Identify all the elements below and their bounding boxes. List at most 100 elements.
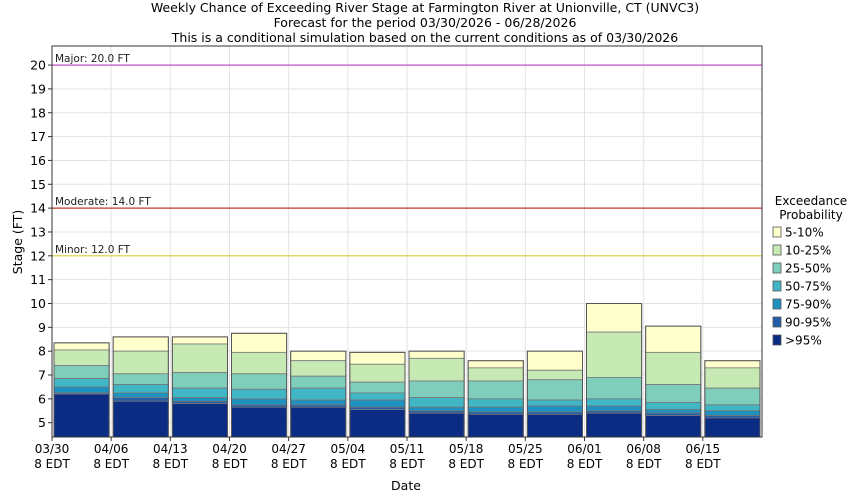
bar-segment (171, 387, 228, 399)
bar-segment (349, 409, 406, 438)
legend-label: 75-90% (785, 298, 831, 312)
bar-segment (467, 360, 524, 369)
bar-segment (586, 303, 643, 333)
y-tick-label: 14 (30, 201, 46, 216)
legend-label: 10-25% (785, 244, 831, 258)
bar-segment (704, 404, 761, 412)
bar-segment (171, 397, 228, 402)
x-tick-label: 8 EDT (685, 457, 721, 471)
bar-segment (112, 392, 169, 399)
legend-swatch (772, 262, 782, 274)
bar-segment (704, 410, 761, 416)
y-tick-label: 12 (30, 248, 46, 263)
bar-segment (645, 384, 702, 403)
bar-segment (231, 406, 288, 438)
x-tick-label: 8 EDT (271, 457, 307, 471)
x-tick-label: 8 EDT (34, 457, 70, 471)
y-tick-label: 16 (30, 153, 46, 168)
x-tick-label: 05/25 (508, 442, 543, 456)
x-tick-label: 05/04 (331, 442, 366, 456)
bar-segment (53, 365, 110, 379)
legend-swatch (772, 316, 782, 328)
bar-segment (290, 387, 347, 401)
bar-segment (645, 351, 702, 385)
bar-segment (290, 350, 347, 362)
bar-segment (586, 405, 643, 412)
bar-segment (112, 384, 169, 394)
bar-segment (704, 387, 761, 406)
bar-segment (349, 392, 406, 401)
bar-segment (467, 398, 524, 408)
bar-segment (408, 397, 465, 408)
bar-segment (231, 351, 288, 375)
x-tick-label: 05/11 (390, 442, 425, 456)
y-tick-label: 11 (30, 272, 46, 287)
bar-segment (408, 357, 465, 382)
x-tick-label: 8 EDT (212, 457, 248, 471)
legend-swatch (772, 298, 782, 310)
x-tick-label: 04/20 (212, 442, 247, 456)
bar-segment (408, 406, 465, 412)
x-tick-label: 8 EDT (448, 457, 484, 471)
y-tick-label: 20 (30, 58, 46, 73)
x-tick-label: 04/06 (94, 442, 129, 456)
legend-title: Probability (779, 208, 842, 222)
legend-swatch (772, 226, 782, 238)
bar-segment (112, 373, 169, 385)
threshold-label: Minor: 12.0 FT (55, 244, 131, 256)
legend-label: 50-75% (785, 280, 831, 294)
bar-segment (526, 399, 583, 407)
bar-segment (349, 381, 406, 394)
y-tick-label: 18 (30, 105, 46, 120)
x-tick-label: 04/27 (271, 442, 306, 456)
x-tick-label: 8 EDT (626, 457, 662, 471)
bar-segment (349, 363, 406, 383)
bar-segment (526, 413, 583, 438)
bar-segment (586, 376, 643, 400)
bar-segment (645, 415, 702, 438)
bar-segment (349, 351, 406, 365)
y-tick-label: 17 (30, 129, 46, 144)
x-axis-label: Date (391, 478, 421, 493)
y-axis-label: Stage (FT) (10, 210, 25, 274)
plot-area: Major: 20.0 FT Moderate: 14.0 FT Minor: 12… (10, 45, 763, 493)
bar-segment (171, 336, 228, 345)
y-tick-label: 8 (38, 344, 46, 359)
bar-segment (112, 397, 169, 402)
legend-label: 5-10% (785, 226, 824, 240)
bar-segment (231, 332, 288, 353)
bar-segment (645, 402, 702, 410)
x-tick-label: 8 EDT (567, 457, 603, 471)
y-tick-label: 9 (38, 320, 46, 335)
x-tick-label: 8 EDT (389, 457, 425, 471)
bar-segment (704, 367, 761, 389)
bar-segment (408, 380, 465, 399)
bar-segment (586, 398, 643, 407)
x-tick-label: 8 EDT (330, 457, 366, 471)
x-tick-label: 05/18 (449, 442, 484, 456)
bar-segment (586, 412, 643, 438)
bar-segment (171, 343, 228, 374)
bar-segment (467, 413, 524, 438)
bar-segment (704, 417, 761, 438)
bar-segment (290, 375, 347, 389)
bar-segment (231, 398, 288, 406)
y-tick-label: 7 (38, 368, 46, 383)
y-tick-label: 15 (30, 177, 46, 192)
bar-segment (53, 342, 110, 351)
x-tick-label: 8 EDT (508, 457, 544, 471)
x-tick-label: 04/13 (153, 442, 188, 456)
bar-segment (290, 406, 347, 438)
legend-label: 90-95% (785, 316, 831, 330)
bar-segment (526, 369, 583, 381)
bar-segment (112, 336, 169, 352)
legend-title: Exceedance (775, 194, 847, 208)
bar-segment (526, 379, 583, 401)
chart-title-group: Weekly Chance of Exceeding River Stage a… (151, 0, 699, 45)
bar-segment (112, 400, 169, 438)
x-tick-label: 06/08 (626, 442, 661, 456)
chart-title-line: Weekly Chance of Exceeding River Stage a… (151, 0, 699, 15)
legend-label: >95% (785, 334, 822, 348)
